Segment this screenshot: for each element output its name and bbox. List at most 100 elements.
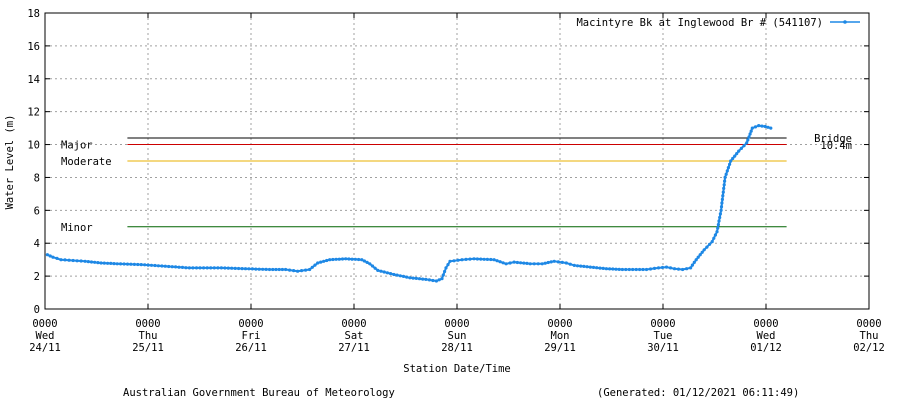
series-point [585,265,589,269]
series-point [71,258,75,263]
series-point [112,262,116,266]
x-tick-label: Wed [757,330,776,342]
series-point [698,253,702,257]
footer-generated: (Generated: 01/12/2021 06:11:49) [597,387,800,399]
series-point [717,219,721,223]
series-point [353,257,357,261]
series-point [750,126,754,130]
series-point [742,144,746,148]
series-point [322,259,326,263]
series-point [519,261,523,265]
series-point [292,269,296,273]
series-point [512,260,516,264]
x-tick-label: Sat [345,330,364,342]
y-tick-label: 14 [27,74,40,86]
x-tick-label: 0000 [238,318,263,330]
series-point [604,267,609,271]
series-point [219,266,223,270]
series-point [441,273,445,277]
x-axis-label: Station Date/Time [403,363,510,375]
x-tick-label: Tue [654,330,673,342]
series-point [710,240,714,244]
series-point [641,267,645,272]
series-point [568,262,572,266]
series-point [250,267,254,271]
series-point [325,258,329,263]
series-point [414,276,418,280]
series-point [180,265,185,269]
series-point [376,268,380,272]
series-point [48,254,52,258]
series-point [243,267,248,271]
series-point [746,138,750,142]
series-point [230,266,234,270]
series-point [125,262,130,266]
series-point [522,261,526,265]
x-tick-label: 02/12 [853,342,885,354]
series-point [656,266,661,270]
series-point [444,266,448,270]
series-point [300,269,304,273]
y-tick-label: 12 [27,107,40,119]
x-tick-label: 0000 [444,318,469,330]
series-point [748,132,752,136]
series-point [75,259,79,263]
series-point [96,261,100,265]
series-point [668,266,673,270]
x-tick-label: 24/11 [29,342,61,354]
series-point [733,154,737,158]
series-point [753,125,758,129]
series-point [254,267,258,271]
series-point [395,273,399,277]
series-point [468,257,472,261]
series-point [347,257,351,261]
series-point [731,156,735,161]
series-point [440,277,444,281]
x-tick-label: 29/11 [544,342,576,354]
legend: Macintyre Bk at Inglewood Br # (541107) [576,17,860,29]
series-point [319,260,323,264]
y-tick-label: 18 [27,8,40,20]
series-point [122,262,126,266]
series-point [694,258,698,262]
series-point [546,260,550,265]
series-point [475,257,479,261]
series-point [115,262,119,266]
series-point [357,257,361,262]
series-point [757,124,761,128]
series-point [540,262,544,266]
series-point [556,260,560,264]
x-tick-label: 0000 [135,318,160,330]
x-tick-label: 0000 [547,318,572,330]
series-point [368,262,372,266]
series-point [620,267,625,272]
series-point [209,266,213,270]
series-point [184,266,188,270]
series-point [365,260,369,264]
y-tick-label: 6 [34,205,40,217]
series-point [672,267,677,271]
series-point [627,267,631,272]
series-point [373,266,377,270]
series-point [766,125,770,129]
series-point [579,264,583,268]
axes-group: 0246810121416180000Wed24/110000Thu25/110… [27,8,884,354]
series-point [681,267,685,272]
series-point [431,278,435,283]
series-point [437,278,441,282]
series-point [728,162,732,166]
series-point [163,264,167,268]
series-point [247,267,251,271]
series-point [257,267,261,271]
series-point [86,260,90,264]
series-point [362,259,366,263]
series-point [146,263,150,267]
series-point [304,268,308,272]
series-point [543,261,547,265]
x-tick-label: 0000 [856,318,881,330]
series-point [722,183,726,187]
series-point [187,266,191,270]
series-point [434,279,438,283]
series-point [198,266,202,270]
series-point [240,267,244,271]
